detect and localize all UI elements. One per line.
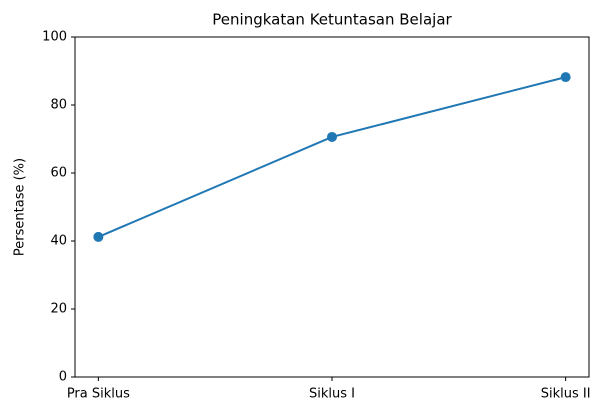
y-tick-label: 0	[59, 370, 67, 385]
x-tick-label: Siklus I	[309, 387, 355, 402]
chart-title: Peningkatan Ketuntasan Belajar	[212, 11, 452, 29]
x-tick-label: Siklus II	[541, 387, 591, 402]
line	[97, 76, 566, 238]
y-axis-label: Persentase (%)	[13, 158, 28, 256]
y-tick-label: 60	[50, 166, 67, 181]
marker	[327, 131, 337, 142]
x-tick-label: Pra Siklus	[67, 387, 130, 402]
y-tick-label: 100	[42, 30, 67, 45]
marker	[560, 72, 571, 83]
marker	[93, 231, 104, 242]
y-tick-label: 80	[50, 98, 67, 113]
y-tick-label: 40	[50, 234, 67, 249]
y-tick-label: 20	[50, 302, 67, 317]
plot-frame	[74, 36, 590, 378]
